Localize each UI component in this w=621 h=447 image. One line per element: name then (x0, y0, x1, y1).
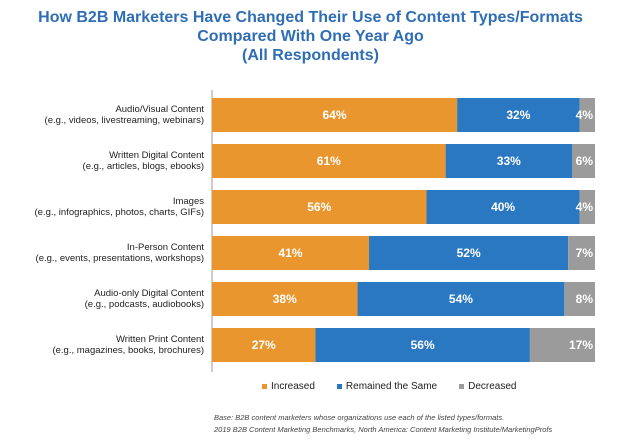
bar-segment (357, 282, 565, 316)
bar-segment (568, 236, 595, 270)
data-label: 56% (307, 200, 331, 214)
legend-label: Increased (271, 381, 315, 392)
bar-segment (529, 328, 595, 362)
category-label: (e.g., articles, blogs, ebooks) (83, 161, 204, 172)
data-label: 27% (252, 338, 276, 352)
category-label: In-Person Content (127, 242, 204, 253)
category-label: (e.g., videos, livestreaming, webinars) (45, 115, 204, 126)
bar-segment (212, 328, 316, 362)
legend-swatch (459, 383, 465, 389)
category-label: (e.g., events, presentations, workshops) (36, 253, 204, 264)
data-label: 61% (317, 154, 341, 168)
bar-segment (457, 98, 580, 132)
data-label: 38% (273, 292, 297, 306)
bar-segment (212, 190, 427, 224)
data-label: 54% (449, 292, 473, 306)
bar-segment (212, 98, 458, 132)
chart-title-line-3: (All Respondents) (242, 47, 379, 64)
data-label: 4% (576, 108, 594, 122)
category-label: Written Digital Content (109, 150, 204, 161)
data-label: 40% (491, 200, 515, 214)
bar-segment (564, 282, 595, 316)
legend-item-remained: Remained the Same (336, 381, 438, 392)
category-label: (e.g., magazines, books, brochures) (52, 345, 204, 356)
bar-segment (445, 144, 573, 178)
bar-segment (315, 328, 530, 362)
data-label: 64% (323, 108, 347, 122)
data-label: 52% (457, 246, 481, 260)
bar-segment (426, 190, 580, 224)
bar-segment (579, 190, 595, 224)
data-label: 4% (576, 200, 594, 214)
bar-segment (212, 236, 370, 270)
bar-segment (369, 236, 569, 270)
chart-title-line-1: How B2B Marketers Have Changed Their Use… (38, 9, 583, 26)
legend-label: Decreased (468, 381, 517, 392)
legend-item-increased: Increased (262, 381, 315, 392)
data-label: 17% (569, 338, 593, 352)
footnote-source: 2019 B2B Content Marketing Benchmarks, N… (214, 425, 553, 434)
data-label: 41% (278, 246, 302, 260)
data-label: 7% (576, 246, 594, 260)
category-label: (e.g., infographics, photos, charts, GIF… (35, 207, 205, 218)
category-label: (e.g., podcasts, audiobooks) (85, 299, 204, 310)
footnote-base: Base: B2B content marketers whose organi… (214, 413, 505, 422)
category-label: Audio-only Digital Content (94, 288, 204, 299)
bar-segment (212, 282, 358, 316)
category-label: Images (173, 196, 204, 207)
data-label: 6% (576, 154, 594, 168)
chart-title-line-2: Compared With One Year Ago (197, 28, 424, 45)
legend-swatch (262, 383, 267, 389)
legend-item-decreased: Decreased (459, 381, 516, 392)
bar-segment (579, 98, 595, 132)
bar-segment (212, 144, 446, 178)
data-label: 8% (576, 292, 594, 306)
category-label: Written Print Content (116, 334, 204, 345)
legend-swatch (336, 383, 342, 389)
legend-label: Remained the Same (345, 381, 438, 392)
data-label: 32% (506, 108, 530, 122)
legend: Increased Remained the Same Decreased (262, 381, 516, 392)
data-label: 56% (411, 338, 435, 352)
data-label: 33% (497, 154, 521, 168)
bar-segment (572, 144, 595, 178)
category-label: Audio/Visual Content (115, 104, 204, 115)
